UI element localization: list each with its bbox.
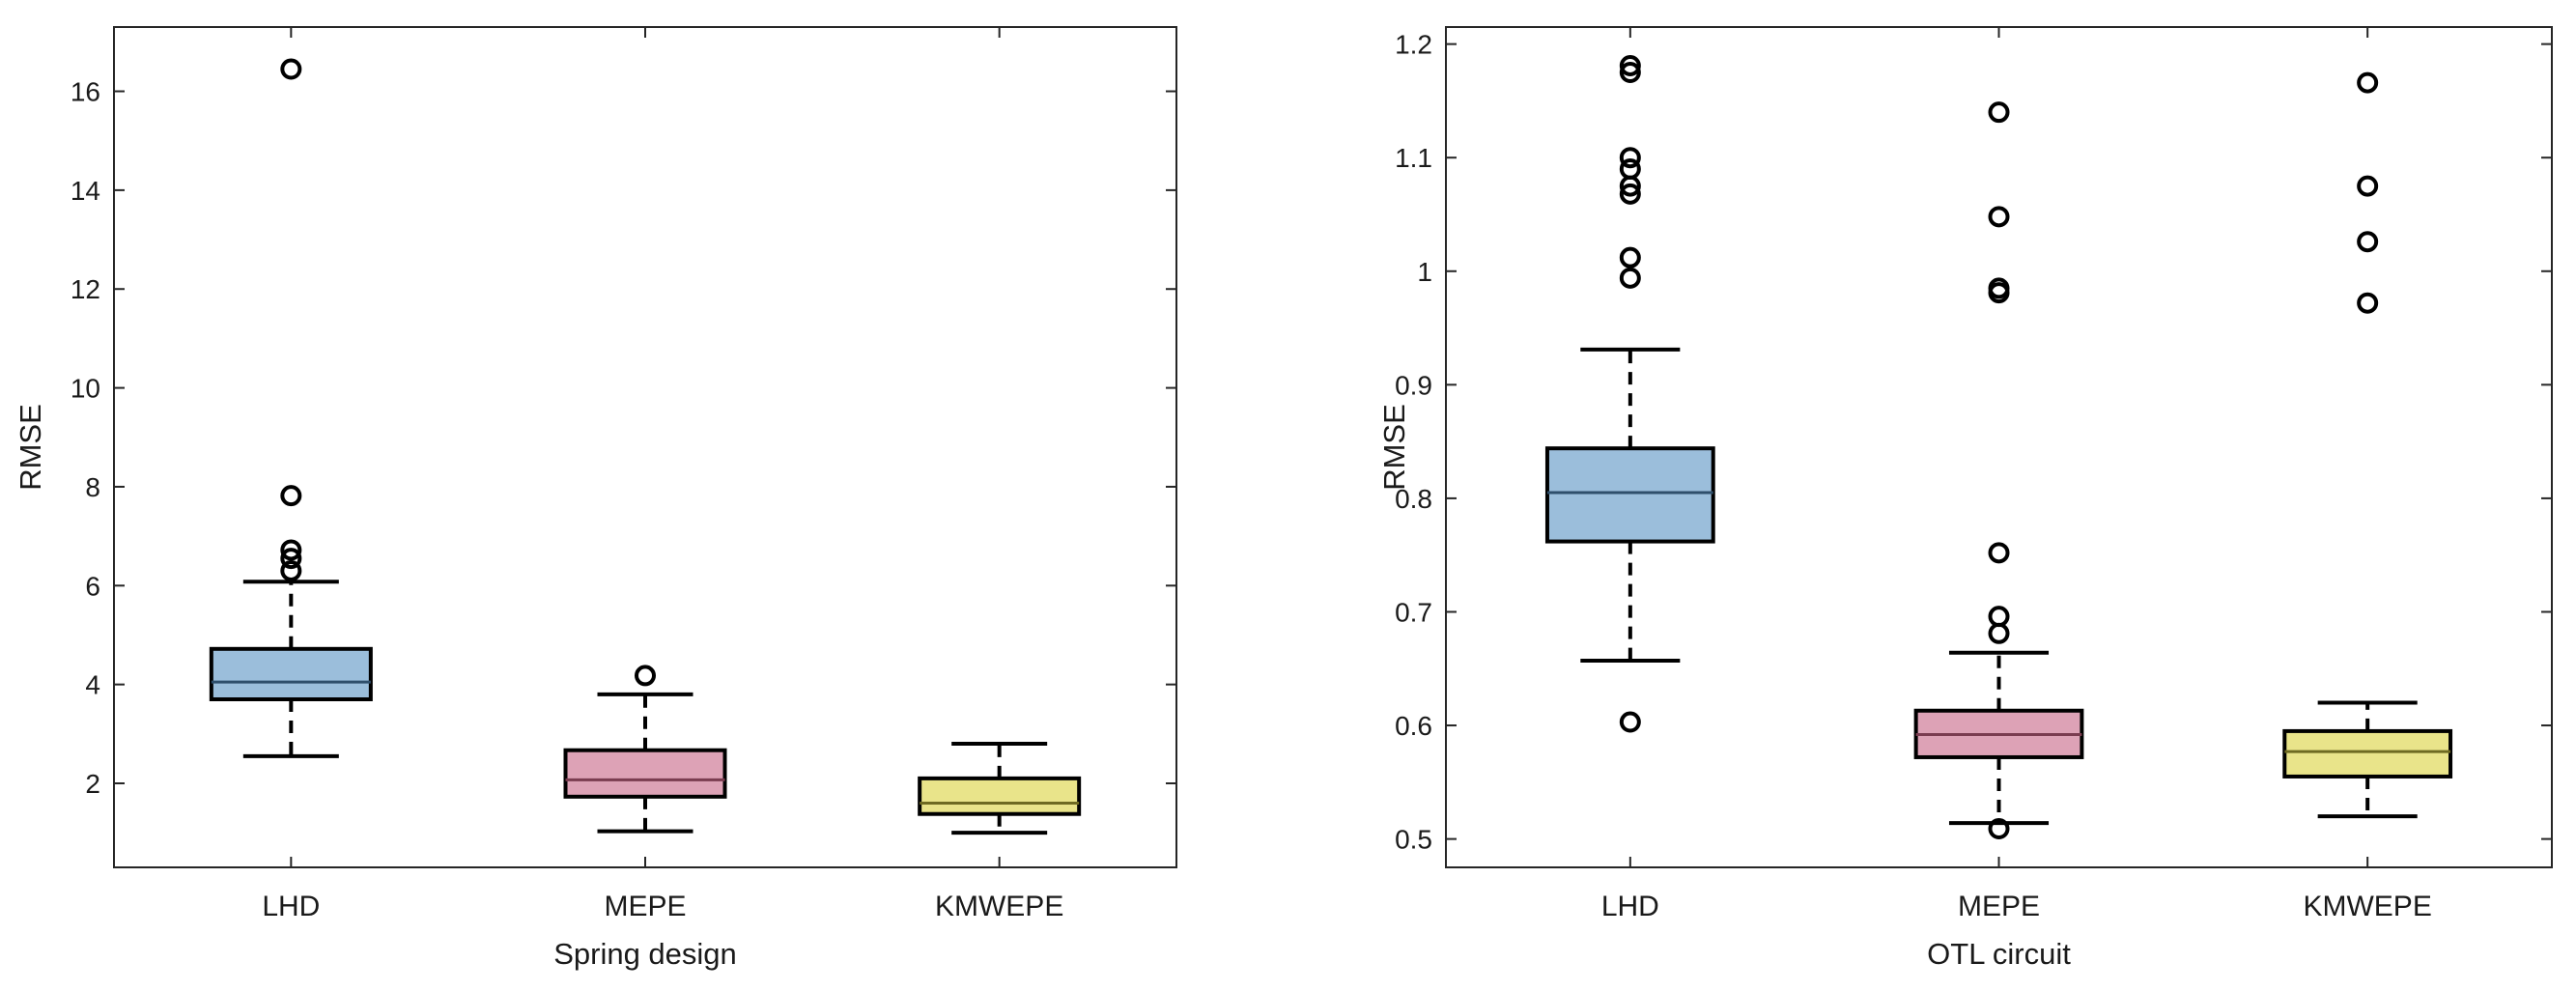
y-tick-label: 0.9 — [1395, 370, 1432, 400]
outlier-point — [1619, 267, 1641, 289]
outlier-point — [280, 539, 302, 561]
y-tick-label: 0.7 — [1395, 597, 1432, 627]
y-tick-label: 4 — [85, 670, 100, 700]
y-tick-label: 6 — [85, 571, 100, 601]
iqr-box — [918, 776, 1082, 816]
iqr-box — [1544, 446, 1715, 544]
outlier-point — [1988, 542, 2010, 564]
box-mepe — [1913, 101, 2084, 840]
y-tick-label: 12 — [71, 274, 100, 304]
outlier-point — [1619, 157, 1641, 180]
y-axis-label: RMSE — [14, 404, 47, 491]
outlier-point — [280, 58, 302, 80]
outlier-point — [1988, 282, 2010, 304]
outlier-point — [2357, 292, 2379, 314]
outlier-point — [1619, 54, 1641, 76]
x-tick-label: LHD — [262, 891, 320, 922]
x-tick-label: KMWEPE — [2303, 891, 2431, 922]
outlier-point — [1619, 147, 1641, 169]
y-tick-label: 1.1 — [1395, 143, 1432, 173]
outlier-point — [280, 548, 302, 570]
x-tick-label: MEPE — [1958, 891, 2040, 922]
outlier-point — [2357, 231, 2379, 253]
x-tick-label: MEPE — [604, 891, 686, 922]
outlier-point — [1619, 175, 1641, 197]
outlier-point — [1988, 101, 2010, 124]
outlier-point — [1988, 206, 2010, 228]
outlier-point — [280, 559, 302, 581]
y-tick-label: 0.5 — [1395, 825, 1432, 855]
box-kmwepe — [2282, 71, 2453, 819]
outlier-point — [280, 485, 302, 507]
box-mepe — [563, 665, 727, 834]
outlier-point — [1988, 818, 2010, 840]
outlier-point — [1619, 711, 1641, 733]
y-tick-label: 10 — [71, 374, 100, 404]
x-tick-label: KMWEPE — [935, 891, 1063, 922]
outlier-point — [1619, 183, 1641, 205]
x-axis-label: Spring design — [553, 937, 737, 971]
outlier-point — [1619, 246, 1641, 269]
chart-spring-design: 2 4 6 8 10 12 14 16 LHD MEPE KMWEPE Spring design RM… — [14, 26, 1177, 971]
x-tick-label: LHD — [1601, 891, 1659, 922]
iqr-box — [2282, 728, 2453, 779]
outlier-point — [1988, 606, 2010, 628]
y-tick-label: 2 — [85, 769, 100, 799]
y-tick-label: 16 — [71, 77, 100, 107]
y-tick-label: 8 — [85, 472, 100, 502]
outlier-point — [2357, 175, 2379, 197]
x-axis-label: OTL circuit — [1927, 937, 2071, 971]
y-tick-label: 0.8 — [1395, 484, 1432, 514]
y-tick-label: 14 — [71, 176, 100, 206]
y-axis-label: RMSE — [1377, 404, 1411, 491]
outlier-point — [2357, 71, 2379, 94]
iqr-box — [563, 748, 727, 799]
outlier-point — [1619, 62, 1641, 84]
y-tick-label: 0.6 — [1395, 711, 1432, 741]
iqr-box — [209, 646, 373, 701]
y-tick-label: 1.2 — [1395, 30, 1432, 60]
y-tick-label: 1 — [1417, 257, 1432, 287]
outlier-point — [635, 665, 656, 687]
outlier-point — [1988, 622, 2010, 644]
box-lhd — [1544, 54, 1715, 733]
chart-otl-circuit: 0.5 0.6 0.7 0.8 0.9 1 1.1 1.2 LHD MEPE KMWEPE OTL c… — [1377, 26, 2553, 971]
box-lhd — [209, 58, 373, 758]
box-kmwepe — [918, 742, 1082, 835]
